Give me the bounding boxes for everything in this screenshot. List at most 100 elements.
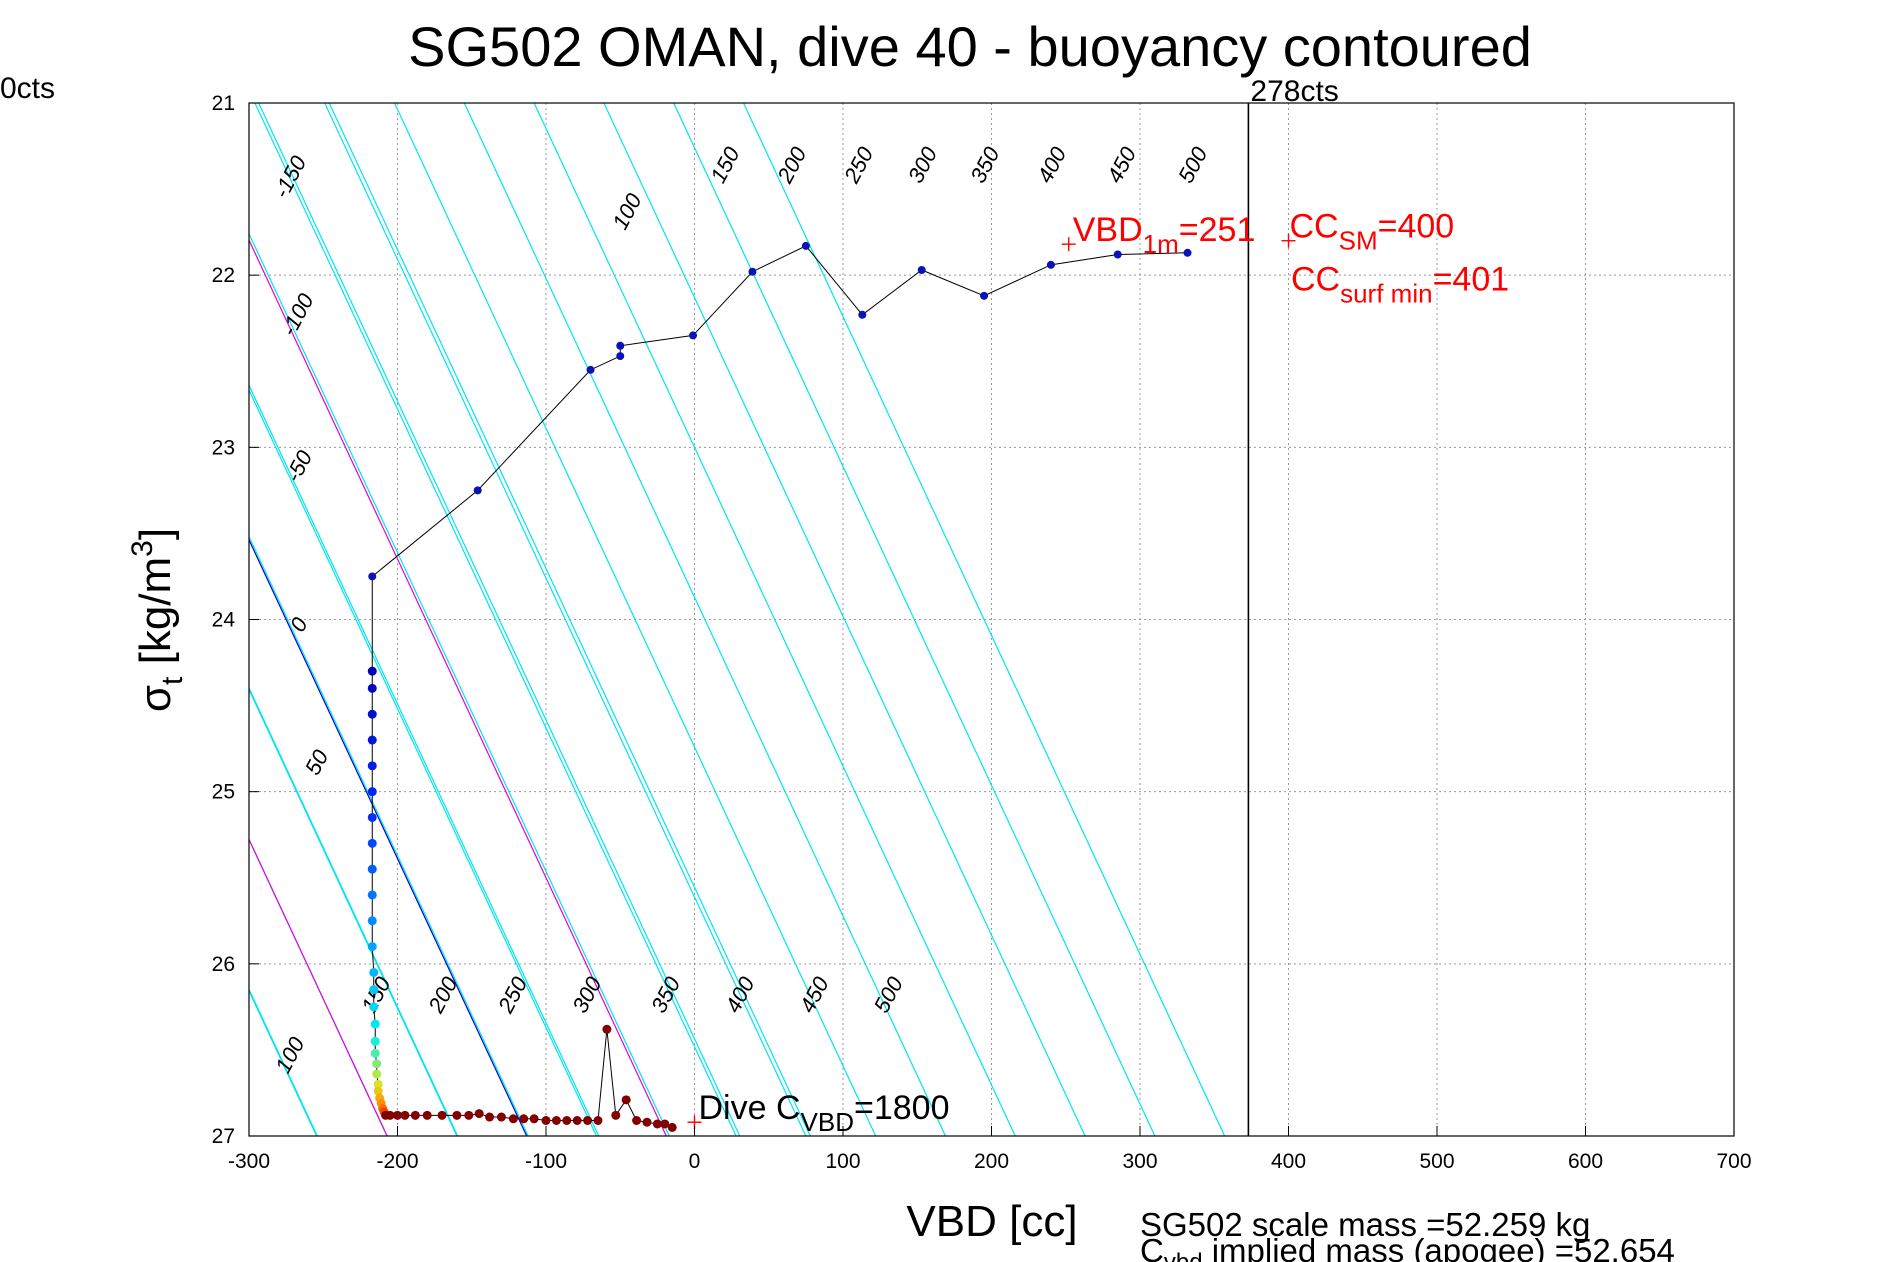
footer-line1: SG502 scale mass =52.259 kg xyxy=(1140,1206,1590,1243)
climb-point xyxy=(367,942,377,952)
climb-point xyxy=(572,1116,582,1126)
footer-line2-main: C xyxy=(1140,1232,1164,1262)
x-axis-label: VBD [cc] xyxy=(906,1197,1077,1246)
dive-point xyxy=(1183,248,1192,257)
climb-point xyxy=(367,812,377,822)
y-tick-label: 25 xyxy=(212,781,235,804)
climb-point xyxy=(367,761,377,771)
climb-point xyxy=(621,1095,631,1105)
climb-point xyxy=(373,1079,383,1089)
dive-point xyxy=(1113,250,1122,259)
x-tick-label: 0 xyxy=(689,1150,701,1173)
dive-point xyxy=(368,572,377,581)
annotation: VBD1m=251 xyxy=(1061,211,1256,259)
dive-point xyxy=(801,241,810,250)
svg-text:σt [kg/m3]: σt [kg/m3] xyxy=(126,528,189,712)
contour-line xyxy=(248,989,318,1137)
climb-point xyxy=(367,838,377,848)
annotation-text: Dive CVBD=1800 xyxy=(699,1089,950,1137)
climb-point xyxy=(372,1069,382,1079)
contour-line-lower xyxy=(328,102,811,1137)
climb-point xyxy=(369,1002,379,1012)
climb-point xyxy=(667,1122,677,1132)
x-tick-label: 200 xyxy=(974,1150,1009,1173)
climb-point xyxy=(369,985,379,995)
climb-point xyxy=(367,890,377,900)
contour-line xyxy=(248,239,667,1137)
x-tick-label: 100 xyxy=(825,1150,860,1173)
climb-point xyxy=(370,1048,380,1058)
climb-point xyxy=(508,1114,518,1124)
dive-point xyxy=(858,310,867,319)
climb-point xyxy=(519,1114,529,1124)
contour-line-lower xyxy=(248,687,459,1137)
profile-points xyxy=(367,241,1192,1132)
climb-point xyxy=(370,1019,380,1029)
footer-line2-tail: implied mass (apogee) =52.654 xyxy=(1203,1232,1675,1262)
climb-point xyxy=(529,1114,539,1124)
contour-line xyxy=(393,102,877,1137)
chart-title: SG502 OMAN, dive 40 - buoyancy contoured xyxy=(408,15,1532,78)
dive-point xyxy=(473,486,482,495)
grid xyxy=(249,103,1734,1136)
contour-line-lower xyxy=(258,102,741,1137)
climb-point xyxy=(373,1086,383,1096)
contour-line xyxy=(248,389,598,1137)
climb-point xyxy=(652,1119,662,1129)
climb-point xyxy=(562,1116,572,1126)
climb-point xyxy=(369,967,379,977)
y-axis-label-symbol: σ xyxy=(131,685,180,712)
contour-line xyxy=(463,102,947,1137)
x-tick-label: 600 xyxy=(1568,1150,1603,1173)
climb-point xyxy=(367,916,377,926)
climb-point xyxy=(437,1110,447,1120)
annotation: Dive CVBD=1800 xyxy=(687,1089,950,1137)
annotation: CCSM=400 xyxy=(1281,208,1455,256)
y-axis-label-sub: t xyxy=(156,676,189,685)
climb-point xyxy=(410,1110,420,1120)
x-tick-label: -300 xyxy=(228,1150,270,1173)
climb-point xyxy=(632,1116,642,1126)
dive-point xyxy=(748,267,757,276)
climb-point xyxy=(385,1110,395,1120)
climb-point xyxy=(367,709,377,719)
x-tick-label: 400 xyxy=(1271,1150,1306,1173)
climb-point xyxy=(551,1116,561,1126)
contour-line xyxy=(324,102,807,1137)
corner-text: 0cts xyxy=(0,72,55,105)
climb-point xyxy=(367,683,377,693)
climb-point xyxy=(370,1036,380,1046)
climb-point xyxy=(611,1110,621,1120)
dive-point xyxy=(980,291,989,300)
climb-point xyxy=(367,735,377,745)
y-axis-label: σt [kg/m3] xyxy=(126,528,189,712)
climb-point xyxy=(642,1117,652,1127)
dive-point xyxy=(586,365,595,374)
contour-line-lower xyxy=(248,384,600,1137)
climb-point xyxy=(367,864,377,874)
buoyancy-contours xyxy=(248,102,1226,1137)
climb-point xyxy=(660,1119,670,1129)
y-axis-label-units: [kg/m xyxy=(131,557,180,677)
climb-point xyxy=(474,1109,484,1119)
y-axis-ticks: 21 22 23 24 25 26 27 xyxy=(212,92,259,1148)
climb-point xyxy=(367,666,377,676)
dive-point xyxy=(1046,260,1055,269)
y-tick-label: 21 xyxy=(212,92,235,115)
climb-point xyxy=(372,1059,382,1069)
annotation-text: VBD1m=251 xyxy=(1073,211,1256,259)
footer: SG502 scale mass =52.259 kg Cvbd implied… xyxy=(1140,1206,1675,1262)
y-tick-label: 26 xyxy=(212,953,235,976)
climb-point xyxy=(593,1116,603,1126)
contour-line xyxy=(742,102,1226,1137)
dive-point xyxy=(917,266,926,275)
annotation-text: CCSM=400 xyxy=(1290,208,1455,256)
climb-point xyxy=(464,1110,474,1120)
climb-point xyxy=(422,1110,432,1120)
dive-point xyxy=(616,352,625,361)
dive-profile-line xyxy=(371,245,1188,577)
x-tick-label: 700 xyxy=(1716,1150,1751,1173)
contour-line xyxy=(248,689,458,1137)
footer-line2-sub: vbd xyxy=(1164,1249,1203,1262)
y-axis-label-sup: 3 xyxy=(126,540,159,557)
